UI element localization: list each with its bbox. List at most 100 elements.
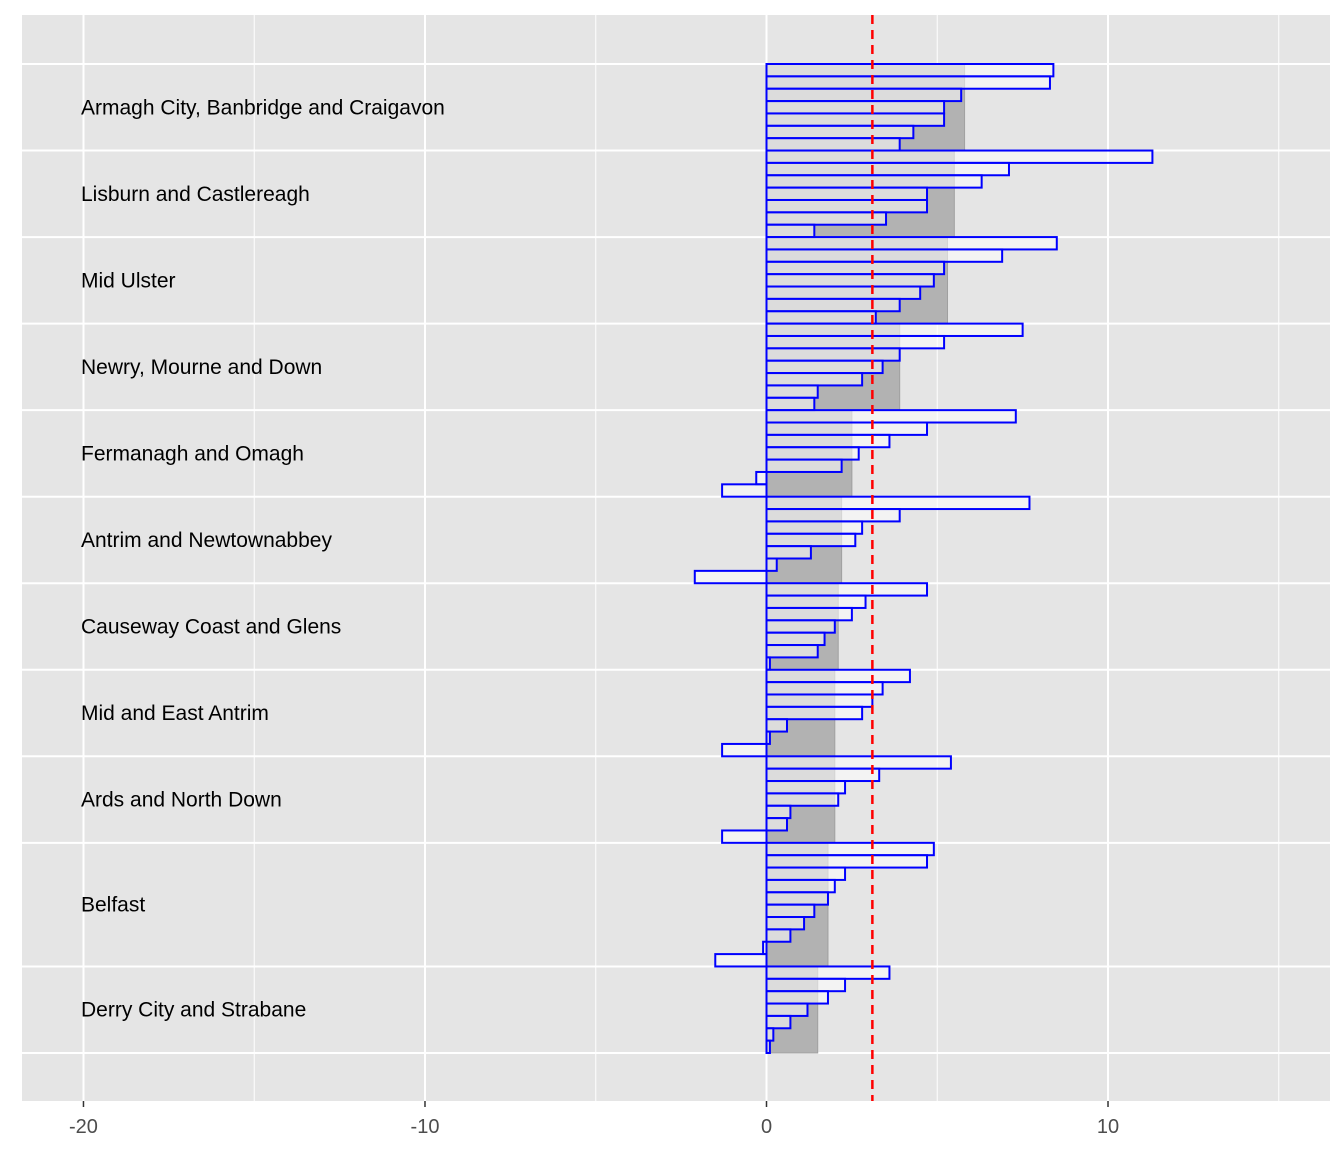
x-tick-label: -20 bbox=[69, 1116, 98, 1138]
ward-bar bbox=[765, 755, 952, 770]
ward-bar bbox=[765, 372, 864, 387]
x-tick-label: 10 bbox=[1097, 1116, 1119, 1138]
ward-bar bbox=[765, 334, 946, 350]
x-tick-label: 0 bbox=[761, 1116, 772, 1138]
ward-bar bbox=[765, 1027, 775, 1042]
ward-bar bbox=[765, 891, 829, 906]
ward-bar bbox=[765, 322, 1024, 337]
ward-bar bbox=[765, 1039, 771, 1054]
ward-bar bbox=[765, 446, 860, 461]
group-label: Antrim and Newtownabbey bbox=[81, 529, 332, 552]
group-labels: Armagh City, Banbridge and Craigavon Lisb… bbox=[81, 96, 445, 1021]
ward-bar bbox=[765, 631, 826, 647]
x-tick-label: -10 bbox=[411, 1116, 440, 1138]
ward-bar bbox=[765, 804, 792, 820]
ward-bar bbox=[765, 792, 840, 807]
ward-bar bbox=[765, 878, 836, 894]
group-label: Lisburn and Castlereagh bbox=[81, 183, 310, 206]
ward-bar bbox=[765, 297, 901, 313]
ward-bar bbox=[765, 532, 857, 548]
ward-bar bbox=[765, 594, 867, 609]
plot-panel bbox=[22, 15, 1330, 1101]
ward-bar bbox=[765, 718, 788, 733]
ward-bar bbox=[765, 977, 847, 993]
ward-bar bbox=[765, 124, 915, 140]
ward-bar bbox=[765, 557, 778, 572]
x-axis: -20 -10 0 10 bbox=[69, 1101, 1119, 1138]
ward-bar bbox=[714, 953, 768, 968]
ward-bar bbox=[762, 940, 768, 956]
ward-bar bbox=[765, 903, 816, 919]
ward-bar bbox=[765, 582, 929, 597]
group-label: Ards and North Down bbox=[81, 789, 282, 812]
ward-bar bbox=[765, 866, 847, 881]
ward-bars bbox=[693, 63, 1154, 1054]
ward-bar bbox=[765, 161, 1010, 177]
group-label: Belfast bbox=[81, 894, 145, 917]
ward-bar bbox=[765, 520, 864, 535]
ward-bar bbox=[765, 63, 1055, 78]
ward-bar bbox=[765, 780, 847, 795]
ward-bar bbox=[765, 606, 853, 622]
ward-bar bbox=[693, 569, 768, 585]
ward-bar bbox=[765, 409, 1017, 424]
ward-bar bbox=[765, 137, 901, 152]
ward-bar bbox=[755, 470, 768, 486]
ward-bar bbox=[765, 1002, 809, 1017]
ward-bar bbox=[765, 619, 836, 634]
ward-bar bbox=[765, 693, 874, 708]
ward-bar bbox=[765, 310, 877, 325]
ward-bar bbox=[765, 359, 884, 375]
group-label: Mid and East Antrim bbox=[81, 702, 269, 725]
ward-bar bbox=[765, 384, 819, 399]
ward-bar bbox=[765, 198, 929, 214]
ward-bar bbox=[765, 965, 891, 980]
ward-bar bbox=[721, 483, 768, 498]
ward-bar bbox=[765, 285, 922, 300]
ward-bar bbox=[765, 1014, 792, 1030]
group-label: Mid Ulster bbox=[81, 269, 176, 292]
ward-bar bbox=[765, 112, 946, 127]
ward-bar bbox=[721, 742, 768, 758]
ward-bar bbox=[765, 841, 935, 857]
ward-bar bbox=[765, 817, 788, 832]
group-label: Fermanagh and Omagh bbox=[81, 442, 304, 465]
ward-bar bbox=[765, 87, 963, 103]
ward-bar bbox=[765, 396, 816, 412]
ward-bar bbox=[765, 100, 946, 115]
ward-bar bbox=[765, 656, 771, 671]
group-label: Armagh City, Banbridge and Craigavon bbox=[81, 96, 445, 119]
ward-bar bbox=[765, 644, 819, 659]
ward-bar bbox=[765, 854, 929, 869]
ward-bar bbox=[765, 149, 1154, 164]
ward-bar bbox=[765, 495, 1031, 511]
ward-bar bbox=[765, 928, 792, 943]
group-label: Newry, Mourne and Down bbox=[81, 356, 322, 379]
ward-bar bbox=[765, 174, 983, 189]
ward-bar bbox=[765, 681, 884, 696]
ward-bar bbox=[765, 916, 806, 931]
ward-bar bbox=[765, 236, 1058, 251]
ward-bar bbox=[765, 347, 901, 362]
ward-bar bbox=[765, 705, 864, 721]
group-label: Derry City and Strabane bbox=[81, 999, 306, 1022]
ward-bar bbox=[765, 767, 881, 783]
ward-bar bbox=[765, 421, 929, 436]
ward-bar bbox=[765, 730, 771, 745]
ward-bar bbox=[765, 211, 888, 226]
ward-bar bbox=[765, 273, 935, 288]
ward-bar bbox=[765, 508, 901, 523]
ward-bar bbox=[765, 668, 911, 684]
ward-bar bbox=[765, 433, 891, 449]
ward-bar bbox=[765, 458, 843, 473]
ward-bar bbox=[765, 75, 1051, 90]
ward-bar bbox=[765, 260, 946, 276]
grid-lines bbox=[22, 15, 1330, 1101]
ward-bar bbox=[765, 545, 812, 560]
ward-bar bbox=[765, 990, 829, 1005]
ward-bar bbox=[765, 248, 1004, 263]
ward-bar bbox=[765, 186, 929, 201]
ward-bar bbox=[721, 829, 768, 844]
group-label: Causeway Coast and Glens bbox=[81, 615, 341, 638]
